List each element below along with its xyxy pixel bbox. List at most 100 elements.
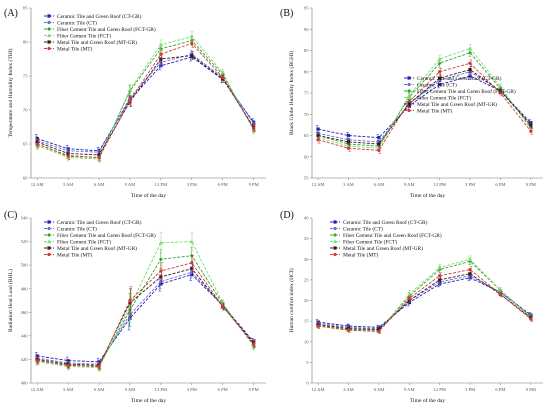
data-point [159,269,163,273]
data-point [190,41,194,45]
data-point [128,298,132,303]
series-line [37,271,254,365]
legend-entry: Ceramic Tile (CT) [343,225,383,232]
series-line [318,275,532,330]
data-point [346,140,351,144]
data-point [190,270,194,274]
x-tick-label: 12 AM [312,182,325,187]
y-tick-label: 15 [304,319,309,324]
x-tick-label: 9 PM [526,387,536,392]
x-tick-label: 12 AM [312,387,325,392]
x-tick-label: 9 AM [125,387,136,392]
data-point [252,342,256,346]
legend-marker [407,108,411,113]
data-point [468,276,472,280]
legend-entry: Metal Tile (MT) [57,45,93,52]
data-point [498,292,503,296]
data-point [159,275,163,279]
data-point [346,326,351,331]
data-point [468,74,472,78]
legend: Ceramic Tile and Green Roof (CT-GR)Ceram… [44,13,156,52]
y-tick-label: 70 [304,112,309,117]
legend-entry: Fiber Cement Tile (FCT) [417,94,471,101]
y-tick-label: 95 [304,6,309,11]
series-line [317,62,532,151]
series-fct-gr [35,35,256,162]
series-line [37,274,254,363]
data-point [190,267,194,271]
legend: Ceramic Tile and Green Roof (CT-GR)Ceram… [44,219,156,258]
legend-entry: Ceramic Tile and Green Roof (CT-GR) [417,75,502,82]
data-point [377,142,381,146]
data-point [346,146,351,150]
data-point [346,133,351,138]
x-tick-label: 3 PM [465,182,475,187]
legend-marker [333,239,337,244]
data-point [128,301,132,305]
y-tick-label: 85 [304,48,309,53]
data-point [221,304,225,308]
data-point [97,364,101,369]
data-point [35,136,39,141]
legend-marker [333,252,337,257]
data-point [190,54,194,58]
legend-entry: Ceramic Tile (CT) [417,81,457,88]
y-tick-label: 75 [23,74,28,79]
x-tick-label: 6 AM [94,387,105,392]
panel-a: (A) 60 65 70 75 80 85 12 AM 3 AM 6 AM 9 AM 12 PM 3 … [4,6,266,199]
legend-marker [47,226,51,231]
y-tick-label: 440 [21,333,29,338]
legend-marker [47,246,51,250]
x-tick-label: 9 AM [125,182,136,187]
data-point [498,89,503,93]
y-tick-label: 20 [304,298,309,303]
x-tick-label: 3 AM [63,387,74,392]
legend: Ceramic Tile and Green Roof (CT-GR)Ceram… [330,219,442,258]
data-point [438,70,442,74]
x-tick-label: 9 PM [526,182,536,187]
legend-marker [407,102,411,106]
x-tick-label: 3 PM [465,387,475,392]
data-point [377,329,381,334]
legend-entry: Ceramic Tile (CT) [57,225,97,232]
data-point [437,265,442,270]
x-tick-label: 9 AM [404,387,415,392]
y-tick-label: 5 [306,360,309,365]
data-point [407,296,411,301]
legend-marker [407,89,411,93]
series-mt [316,266,534,334]
x-axis-label: Time of the day [131,397,167,404]
data-point [97,156,101,160]
legend-entry: Metal Tile (MT) [57,251,93,258]
y-tick-label: 400 [21,381,29,386]
x-tick-label: 6 AM [374,387,385,392]
legend-marker [47,239,51,244]
series-line [317,69,532,145]
legend: Ceramic Tile and Green Roof (CT-GR)Ceram… [404,75,516,114]
data-point [159,280,163,284]
data-point [220,70,225,75]
panel-a-label: (A) [4,8,18,19]
legend-marker [47,252,51,257]
legend-marker [47,220,51,224]
data-point [529,123,533,127]
x-tick-label: 12 AM [31,182,44,187]
data-point [468,267,472,272]
legend-entry: Metal Tile and Green Roof (MT-GR) [57,245,137,252]
data-point [66,363,70,367]
data-point [159,52,163,56]
y-tick-label: 35 [304,236,309,241]
y-tick-label: 460 [21,310,29,315]
legend-entry: Ceramic Tile (CT) [57,19,97,26]
x-tick-label: 9 PM [249,387,259,392]
x-tick-label: 6 AM [374,182,385,187]
y-tick-label: 60 [23,176,28,181]
data-point [437,61,442,66]
data-point [468,272,472,276]
y-axis-label: Black Globe Humidity Index (BGHI) [288,51,295,135]
panel-c: (C) 400 420 440 460 480 500 520 540 12 AM 3 AM 6 A… [4,210,266,404]
data-point [316,127,320,131]
data-point [128,98,132,103]
data-point [316,324,320,328]
y-tick-label: 65 [23,142,28,147]
